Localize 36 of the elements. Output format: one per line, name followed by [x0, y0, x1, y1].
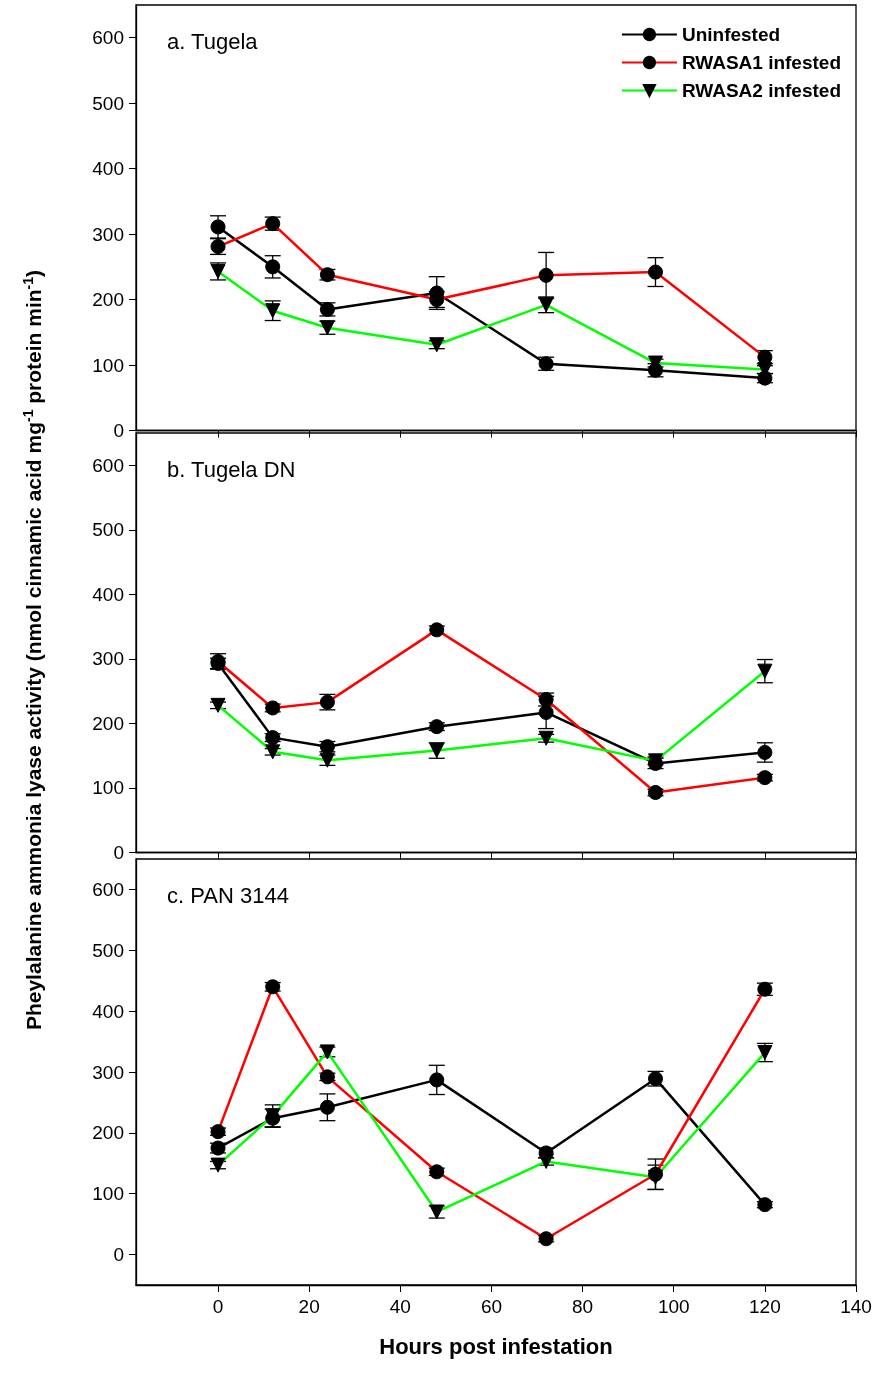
y-tick-label: 400	[92, 158, 124, 180]
legend-label: Uninfested	[681, 24, 781, 45]
y-tick-label: 500	[92, 519, 124, 541]
y-tick-label: 400	[92, 583, 124, 605]
y-tick-label: 0	[113, 420, 124, 441]
legend-label: RWASA1 infested	[681, 52, 842, 73]
y-tick-label: 600	[92, 454, 124, 476]
y-tick-label: 100	[92, 777, 124, 799]
y-tick-label: 400	[92, 1000, 124, 1022]
y-tick-label: 100	[92, 354, 124, 376]
x-tick-label: 60	[480, 1296, 503, 1317]
y-tick-label: 0	[113, 1244, 124, 1266]
text: c. PAN 3144	[167, 882, 289, 908]
y-tick-label: 300	[92, 648, 124, 670]
x-tick-label: 40	[389, 1296, 411, 1317]
x-tick-label: 100	[657, 1296, 690, 1317]
y-tick-label: 500	[92, 939, 124, 961]
text: a. Tugela	[167, 28, 259, 54]
y-tick-label: 200	[92, 712, 124, 734]
x-axis-title: Hours post infestation	[379, 1333, 613, 1359]
x-tick-label: 120	[749, 1296, 781, 1317]
x-tick-label: 140	[840, 1296, 872, 1317]
y-tick-label: 100	[92, 1183, 124, 1205]
x-tick-label: 0	[212, 1296, 224, 1317]
legend-label: RWASA2 infested	[681, 80, 842, 101]
x-tick-label: 80	[572, 1296, 594, 1317]
y-tick-label: 600	[92, 27, 124, 49]
x-tick-label: 20	[298, 1296, 320, 1317]
y-tick-label: 200	[92, 1122, 124, 1144]
y-tick-label: 300	[92, 1061, 124, 1083]
y-tick-label: 500	[92, 92, 124, 114]
text: b. Tugela DN	[167, 456, 296, 482]
y-tick-label: 200	[92, 289, 124, 311]
y-tick-label: 0	[113, 842, 124, 863]
y-tick-label: 600	[92, 878, 124, 900]
y-tick-label: 300	[92, 223, 124, 245]
